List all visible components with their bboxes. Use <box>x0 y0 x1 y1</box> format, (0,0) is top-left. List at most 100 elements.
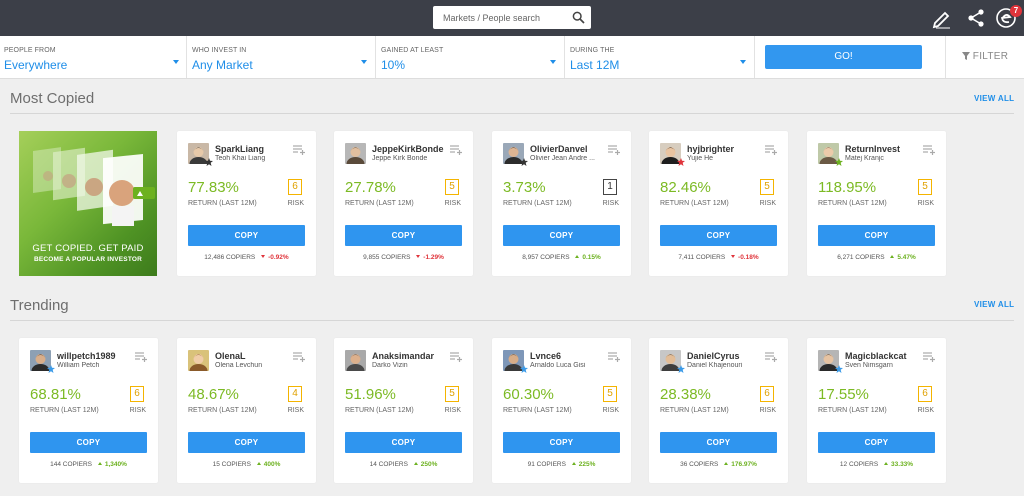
avatar[interactable] <box>503 143 524 164</box>
investor-card[interactable]: JeppeKirkBonde Jeppe Kirk Bonde 27.78% R… <box>334 131 473 276</box>
view-all-link[interactable]: VIEW ALL <box>974 300 1015 309</box>
investor-username[interactable]: Anaksimandar <box>372 351 435 361</box>
add-to-list-icon[interactable] <box>608 145 620 155</box>
copy-button[interactable]: COPY <box>345 432 462 453</box>
filter-label: GAINED AT LEAST <box>381 47 444 54</box>
copy-button[interactable]: COPY <box>818 225 935 246</box>
add-to-list-icon[interactable] <box>765 352 777 362</box>
investor-card[interactable]: hyjbrighter Yujie He 82.46% RETURN (LAST… <box>649 131 788 276</box>
copy-button[interactable]: COPY <box>30 432 147 453</box>
risk-score: 5 <box>760 179 774 195</box>
trend-arrow-icon <box>731 255 736 258</box>
return-value: 118.95% <box>818 179 877 196</box>
return-label: RETURN (LAST 12M) <box>660 200 729 207</box>
trend-arrow-icon <box>571 462 576 465</box>
add-to-list-icon[interactable] <box>293 352 305 362</box>
avatar[interactable] <box>818 350 839 371</box>
investor-card[interactable]: SparkLiang Teoh Khai Liang 77.83% RETURN… <box>177 131 316 276</box>
search-icon[interactable] <box>572 11 585 24</box>
investor-username[interactable]: ReturnInvest <box>845 144 901 154</box>
trend-arrow-icon <box>413 462 418 465</box>
filter-during-the[interactable]: DURING THE Last 12M <box>566 36 755 78</box>
copiers-change: 1,340% <box>104 461 127 468</box>
investor-username[interactable]: JeppeKirkBonde <box>372 144 444 154</box>
return-label: RETURN (LAST 12M) <box>818 407 887 414</box>
investor-username[interactable]: Magicblackcat <box>845 351 907 361</box>
investor-username[interactable]: SparkLiang <box>215 144 265 154</box>
add-to-list-icon[interactable] <box>923 145 935 155</box>
copy-button[interactable]: COPY <box>503 225 620 246</box>
chevron-down-icon[interactable] <box>740 60 746 64</box>
investor-card[interactable]: ReturnInvest Matej Kranjc 118.95% RETURN… <box>807 131 946 276</box>
avatar[interactable] <box>30 350 51 371</box>
avatar[interactable] <box>345 143 366 164</box>
view-all-link[interactable]: VIEW ALL <box>974 94 1015 103</box>
avatar[interactable] <box>660 143 681 164</box>
notification-badge[interactable]: 7 <box>1010 5 1022 17</box>
filter-value[interactable]: Everywhere <box>4 58 68 72</box>
filter-label: FILTER <box>972 51 1009 62</box>
star-icon <box>205 158 213 166</box>
copy-button[interactable]: COPY <box>503 432 620 453</box>
trend-arrow-icon <box>724 462 729 465</box>
promo-banner[interactable]: GET COPIED. GET PAID BECOME A POPULAR IN… <box>19 131 157 276</box>
filter-invest-in[interactable]: WHO INVEST IN Any Market <box>188 36 376 78</box>
pencil-icon[interactable] <box>930 6 954 30</box>
investor-real-name: Olena Levchun <box>215 362 263 369</box>
avatar-photo <box>818 350 839 371</box>
filter-gained-at-least[interactable]: GAINED AT LEAST 10% <box>377 36 565 78</box>
add-to-list-icon[interactable] <box>765 145 777 155</box>
copy-button[interactable]: COPY <box>345 225 462 246</box>
avatar[interactable] <box>188 143 209 164</box>
investor-card[interactable]: willpetch1989 William Petch 68.81% RETUR… <box>19 338 158 483</box>
copy-button[interactable]: COPY <box>818 432 935 453</box>
risk-score: 1 <box>603 179 617 195</box>
avatar[interactable] <box>188 350 209 371</box>
funnel-icon <box>961 52 970 60</box>
trend-arrow-icon <box>97 462 102 465</box>
copiers-change: 225% <box>578 461 596 468</box>
chevron-down-icon[interactable] <box>550 60 556 64</box>
filter-value[interactable]: 10% <box>381 58 406 72</box>
add-to-list-icon[interactable] <box>450 145 462 155</box>
investor-card[interactable]: OlenaL Olena Levchun 48.67% RETURN (LAST… <box>177 338 316 483</box>
investor-username[interactable]: OlivierDanvel <box>530 144 588 154</box>
investor-username[interactable]: willpetch1989 <box>57 351 116 361</box>
filter-value[interactable]: Last 12M <box>570 58 620 72</box>
avatar[interactable] <box>660 350 681 371</box>
investor-card[interactable]: OlivierDanvel Olivier Jean Andre ... 3.7… <box>492 131 631 276</box>
avatar[interactable] <box>503 350 524 371</box>
copy-button[interactable]: COPY <box>188 432 305 453</box>
copy-button[interactable]: COPY <box>188 225 305 246</box>
investor-card[interactable]: Magicblackcat Sven Nimsgarn 17.55% RETUR… <box>807 338 946 483</box>
avatar[interactable] <box>345 350 366 371</box>
copiers-count: 6,271 <box>837 254 854 261</box>
filter-button[interactable]: FILTER <box>945 36 1024 78</box>
add-to-list-icon[interactable] <box>293 145 305 155</box>
filter-value[interactable]: Any Market <box>192 58 253 72</box>
add-to-list-icon[interactable] <box>135 352 147 362</box>
filter-people-from[interactable]: PEOPLE FROM Everywhere <box>0 36 187 78</box>
add-to-list-icon[interactable] <box>450 352 462 362</box>
investor-username[interactable]: DanielCyrus <box>687 351 740 361</box>
investor-card[interactable]: Anaksimandar Darko Vizin 51.96% RETURN (… <box>334 338 473 483</box>
chevron-down-icon[interactable] <box>173 60 179 64</box>
copy-button[interactable]: COPY <box>660 225 777 246</box>
investor-username[interactable]: Lvnce6 <box>530 351 562 361</box>
investor-card[interactable]: DanielCyrus Daniel Khajenouri 28.38% RET… <box>649 338 788 483</box>
search-input[interactable] <box>433 6 569 29</box>
avatar[interactable] <box>818 143 839 164</box>
search-box[interactable] <box>433 6 591 29</box>
add-to-list-icon[interactable] <box>923 352 935 362</box>
share-icon[interactable] <box>964 6 988 30</box>
return-label: RETURN (LAST 12M) <box>188 407 257 414</box>
copy-button[interactable]: COPY <box>660 432 777 453</box>
investor-username[interactable]: OlenaL <box>215 351 246 361</box>
investor-card[interactable]: Lvnce6 Arnaldo Luca Gisi 60.30% RETURN (… <box>492 338 631 483</box>
investor-username[interactable]: hyjbrighter <box>687 144 735 154</box>
add-to-list-icon[interactable] <box>608 352 620 362</box>
profile-icon[interactable] <box>994 6 1018 30</box>
chevron-down-icon[interactable] <box>361 60 367 64</box>
go-button[interactable]: GO! <box>765 45 922 69</box>
risk-label: RISK <box>759 200 776 207</box>
